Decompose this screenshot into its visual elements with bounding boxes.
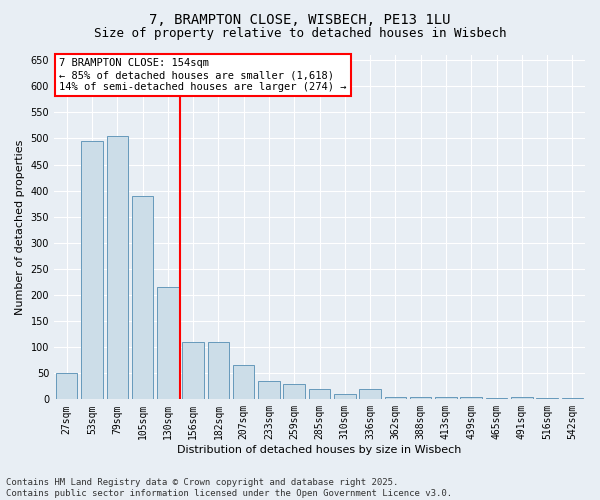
Bar [334,394,356,400]
Bar [182,342,204,400]
Bar [486,398,507,400]
Bar [81,141,103,400]
Bar [385,396,406,400]
Bar [107,136,128,400]
Bar [56,373,77,400]
Bar [233,366,254,400]
Text: 7 BRAMPTON CLOSE: 154sqm
← 85% of detached houses are smaller (1,618)
14% of sem: 7 BRAMPTON CLOSE: 154sqm ← 85% of detach… [59,58,347,92]
X-axis label: Distribution of detached houses by size in Wisbech: Distribution of detached houses by size … [178,445,462,455]
Bar [410,396,431,400]
Text: 7, BRAMPTON CLOSE, WISBECH, PE13 1LU: 7, BRAMPTON CLOSE, WISBECH, PE13 1LU [149,12,451,26]
Text: Size of property relative to detached houses in Wisbech: Size of property relative to detached ho… [94,28,506,40]
Bar [258,381,280,400]
Bar [208,342,229,400]
Bar [460,396,482,400]
Y-axis label: Number of detached properties: Number of detached properties [15,140,25,315]
Bar [132,196,153,400]
Bar [359,389,381,400]
Bar [511,396,533,400]
Bar [157,287,179,400]
Bar [536,398,558,400]
Bar [435,396,457,400]
Bar [562,398,583,400]
Bar [283,384,305,400]
Text: Contains HM Land Registry data © Crown copyright and database right 2025.
Contai: Contains HM Land Registry data © Crown c… [6,478,452,498]
Bar [309,389,330,400]
